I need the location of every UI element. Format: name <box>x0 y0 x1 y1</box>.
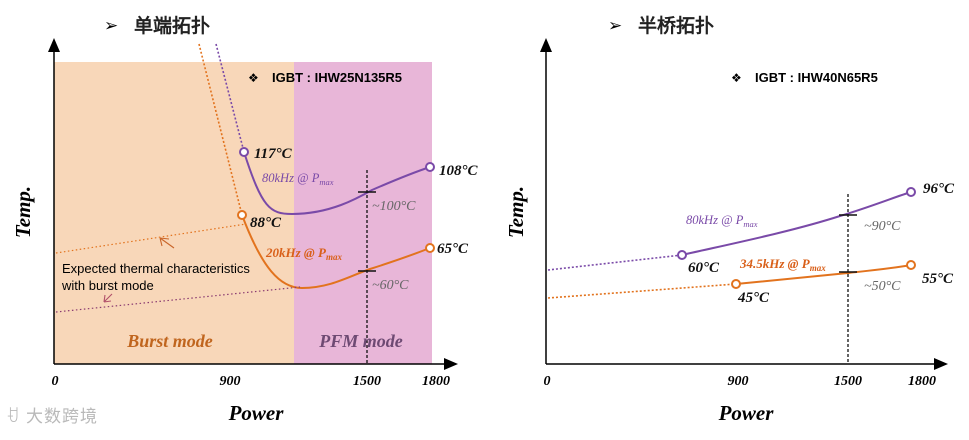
right-x-axis-label: Power <box>718 401 775 425</box>
left-x-axis-label: Power <box>228 401 285 425</box>
left-20khz-end-point <box>425 243 435 253</box>
right-tick-0: 0 <box>544 374 551 389</box>
left-igbt-bullet: ❖ <box>248 71 259 85</box>
left-20khz-curve <box>241 214 431 290</box>
right-80khz-curve <box>681 191 912 256</box>
burst-mode-label: Burst mode <box>126 331 213 351</box>
left-80khz-label: 80kHz @ Pmax <box>262 171 334 187</box>
left-20khz-dotted-rise <box>198 43 243 216</box>
right-34khz-dotted <box>547 283 737 299</box>
right-80khz-label: 80kHz @ Pmax <box>686 213 758 229</box>
right-34khz-curve <box>735 264 912 285</box>
watermark-text: 大数跨境 <box>26 407 99 426</box>
watermark: ꀀ 大数跨境 <box>6 402 98 427</box>
left-80khz-start-point <box>239 147 249 157</box>
right-80khz-dotted <box>547 254 683 271</box>
right-34khz-end-label: 55°C <box>922 271 954 287</box>
right-y-axis-arrow-icon <box>540 38 552 52</box>
right-80khz-end-point <box>906 187 916 197</box>
left-tick-0: 0 <box>52 374 59 389</box>
left-80khz-dotted-rise <box>215 43 245 153</box>
left-chart: ➢ 单端拓扑 ❖ IGBT : IHW25N135R5 0 900 1500 1… <box>11 14 478 425</box>
left-annotation-line2: with burst mode <box>61 278 154 293</box>
left-expected-orange-line <box>55 223 247 254</box>
left-annotation-arrow-lower <box>103 293 113 303</box>
right-tick-1800: 1800 <box>908 374 936 389</box>
left-20khz-label: 20kHz @ Pmax <box>265 245 342 262</box>
right-34khz-label: 34.5kHz @ Pmax <box>739 256 826 273</box>
right-80khz-end-label: 96°C <box>923 181 955 197</box>
right-34khz-start-point <box>731 279 741 289</box>
right-y-axis-label: Temp. <box>504 186 528 238</box>
right-80khz-start-point <box>677 250 687 260</box>
left-tick-1800: 1800 <box>422 374 450 389</box>
left-heading: 单端拓扑 <box>134 14 210 37</box>
watermark-icon: ꀀ <box>6 407 27 426</box>
left-tick-1500: 1500 <box>353 374 381 389</box>
pfm-mode-region <box>294 62 432 364</box>
left-expected-purple-line <box>55 286 301 313</box>
right-34khz-start-label: 45°C <box>737 290 770 306</box>
left-20khz-start-label: 88°C <box>250 215 282 231</box>
right-igbt-bullet: ❖ <box>731 71 742 85</box>
pfm-mode-label: PFM mode <box>318 331 403 351</box>
left-y-axis-arrow-icon <box>48 38 60 52</box>
left-igbt-label: IGBT : IHW25N135R5 <box>272 70 402 85</box>
left-20khz-mid-label: ~60°C <box>372 278 409 293</box>
left-x-axis-arrow-icon <box>444 358 458 370</box>
left-80khz-curve <box>243 151 431 216</box>
right-heading-bullet: ➢ <box>608 16 622 35</box>
right-tick-900: 900 <box>728 374 749 389</box>
left-80khz-end-label: 108°C <box>439 163 478 179</box>
left-annotation-arrow-upper <box>159 237 175 249</box>
right-x-axis-arrow-icon <box>934 358 948 370</box>
left-80khz-mid-label: ~100°C <box>372 199 416 214</box>
right-80khz-start-label: 60°C <box>688 260 720 276</box>
right-34khz-mid-label: ~50°C <box>864 279 901 294</box>
left-80khz-end-point <box>425 162 435 172</box>
left-tick-900: 900 <box>220 374 241 389</box>
left-80khz-start-label: 117°C <box>254 146 293 162</box>
left-annotation-line1: Expected thermal characteristics <box>62 261 250 276</box>
right-igbt-label: IGBT : IHW40N65R5 <box>755 70 878 85</box>
left-20khz-end-label: 65°C <box>437 241 469 257</box>
left-y-axis-label: Temp. <box>11 186 35 238</box>
right-80khz-mid-label: ~90°C <box>864 219 901 234</box>
burst-mode-region <box>54 62 294 364</box>
right-heading: 半桥拓扑 <box>638 14 714 37</box>
left-heading-bullet: ➢ <box>104 16 118 35</box>
right-34khz-end-point <box>906 260 916 270</box>
right-chart: ➢ 半桥拓扑 ❖ IGBT : IHW40N65R5 0 900 1500 18… <box>504 14 955 425</box>
left-20khz-start-point <box>237 210 247 220</box>
right-tick-1500: 1500 <box>834 374 862 389</box>
